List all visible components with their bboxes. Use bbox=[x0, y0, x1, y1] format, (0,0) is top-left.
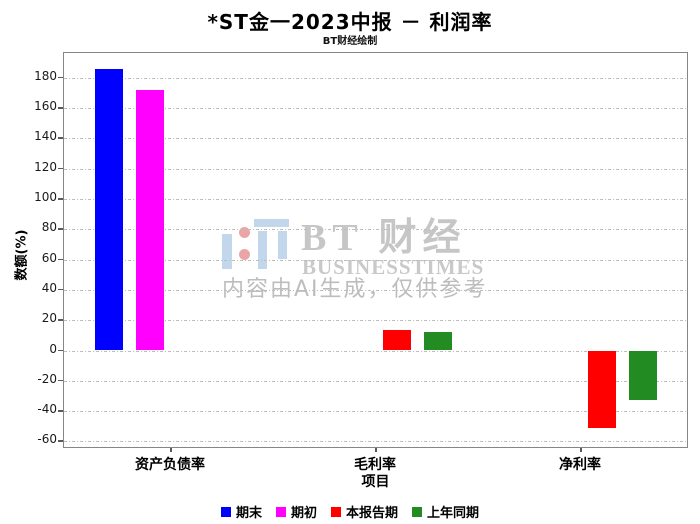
legend-swatch bbox=[331, 506, 341, 517]
bar-上年同期-毛利率 bbox=[424, 332, 452, 351]
x-tick-mark bbox=[375, 448, 377, 452]
x-tick-mark bbox=[580, 448, 582, 452]
legend-item-上年同期: 上年同期 bbox=[412, 502, 479, 521]
y-tick-mark bbox=[58, 440, 63, 442]
y-tick-mark bbox=[58, 76, 63, 79]
gridline bbox=[64, 77, 687, 79]
gridline bbox=[64, 380, 687, 382]
y-tick-mark bbox=[58, 167, 63, 170]
watermark: BT 财经 BUSINESSTIMES 内容由AI生成，仅供参考 bbox=[64, 53, 687, 447]
x-tick-mark bbox=[170, 448, 172, 452]
bar-本报告期-毛利率 bbox=[383, 329, 411, 351]
y-tick-label: 180 bbox=[34, 68, 57, 83]
chart-subtitle: BT财经绘制 bbox=[322, 36, 378, 47]
y-tick-mark bbox=[58, 379, 63, 382]
y-tick-label: 20 bbox=[41, 311, 57, 326]
y-tick-mark bbox=[58, 410, 63, 412]
y-tick-label: 40 bbox=[41, 280, 57, 295]
legend-swatch bbox=[412, 506, 423, 517]
gridline bbox=[64, 168, 687, 170]
y-tick-label: 80 bbox=[41, 220, 57, 235]
legend-item-本报告期: 本报告期 bbox=[331, 502, 398, 521]
legend-label: 期末 bbox=[235, 506, 262, 521]
legend-item-期末: 期末 bbox=[220, 502, 262, 521]
bt-logo-stem-2 bbox=[278, 231, 287, 259]
y-tick-label: -20 bbox=[37, 371, 57, 386]
plot-area: BT 财经 BUSINESSTIMES 内容由AI生成，仅供参考 bbox=[63, 52, 688, 448]
y-tick-label: -40 bbox=[37, 402, 57, 417]
y-tick-label: 100 bbox=[34, 190, 57, 204]
gridline bbox=[64, 289, 687, 291]
bar-本报告期-净利率 bbox=[588, 350, 616, 428]
x-tick-label: 净利率 bbox=[559, 457, 601, 473]
bt-logo-dot-top bbox=[239, 227, 250, 238]
bar-期初-资产负债率 bbox=[136, 90, 164, 351]
bt-logo-dot-bottom bbox=[239, 249, 250, 260]
bt-logo-top-bar bbox=[254, 219, 289, 227]
y-tick-mark bbox=[58, 319, 63, 321]
gridline bbox=[64, 411, 687, 413]
bar-期末-资产负债率 bbox=[95, 68, 123, 351]
bt-logo-stem-1 bbox=[258, 231, 267, 269]
gridline bbox=[64, 199, 687, 200]
y-tick-mark bbox=[58, 228, 63, 230]
x-tick-label: 资产负债率 bbox=[135, 457, 205, 473]
y-tick-mark bbox=[58, 107, 63, 109]
legend-label: 期初 bbox=[290, 506, 317, 521]
y-tick-mark bbox=[58, 258, 63, 261]
legend-item-期初: 期初 bbox=[275, 502, 317, 521]
legend-label: 上年同期 bbox=[427, 506, 480, 521]
y-tick-label: 120 bbox=[34, 159, 57, 174]
x-axis-label: 项目 bbox=[361, 474, 390, 490]
legend: 期末 期初 本报告期 上年同期 bbox=[0, 502, 700, 521]
chart-title: *ST金一2023中报 － 利润率 bbox=[207, 10, 493, 34]
gridline bbox=[64, 229, 687, 231]
y-tick-label: 60 bbox=[41, 250, 57, 265]
bar-上年同期-净利率 bbox=[629, 350, 657, 400]
gridline bbox=[64, 259, 687, 261]
watermark-disclaimer: 内容由AI生成，仅供参考 bbox=[222, 277, 488, 302]
legend-label: 本报告期 bbox=[346, 506, 399, 521]
y-tick-mark bbox=[58, 349, 63, 351]
gridline bbox=[64, 138, 687, 140]
bt-logo-left-bar bbox=[222, 234, 232, 269]
y-tick-label: 0 bbox=[49, 341, 57, 356]
watermark-brand-en: BUSINESSTIMES bbox=[302, 255, 485, 279]
legend-swatch bbox=[220, 506, 231, 517]
y-tick-label: 140 bbox=[34, 129, 57, 144]
gridline bbox=[64, 320, 687, 322]
legend-swatch bbox=[275, 506, 286, 517]
y-tick-label: 160 bbox=[34, 99, 57, 114]
gridline bbox=[64, 350, 687, 352]
y-tick-mark bbox=[58, 137, 63, 139]
x-tick-label: 毛利率 bbox=[354, 457, 396, 473]
y-tick-mark bbox=[58, 198, 63, 200]
gridline bbox=[64, 441, 687, 443]
watermark-brand-cn: BT 财经 bbox=[301, 217, 467, 259]
y-tick-label: -60 bbox=[37, 432, 57, 447]
gridline bbox=[64, 108, 687, 110]
y-tick-mark bbox=[58, 288, 63, 291]
